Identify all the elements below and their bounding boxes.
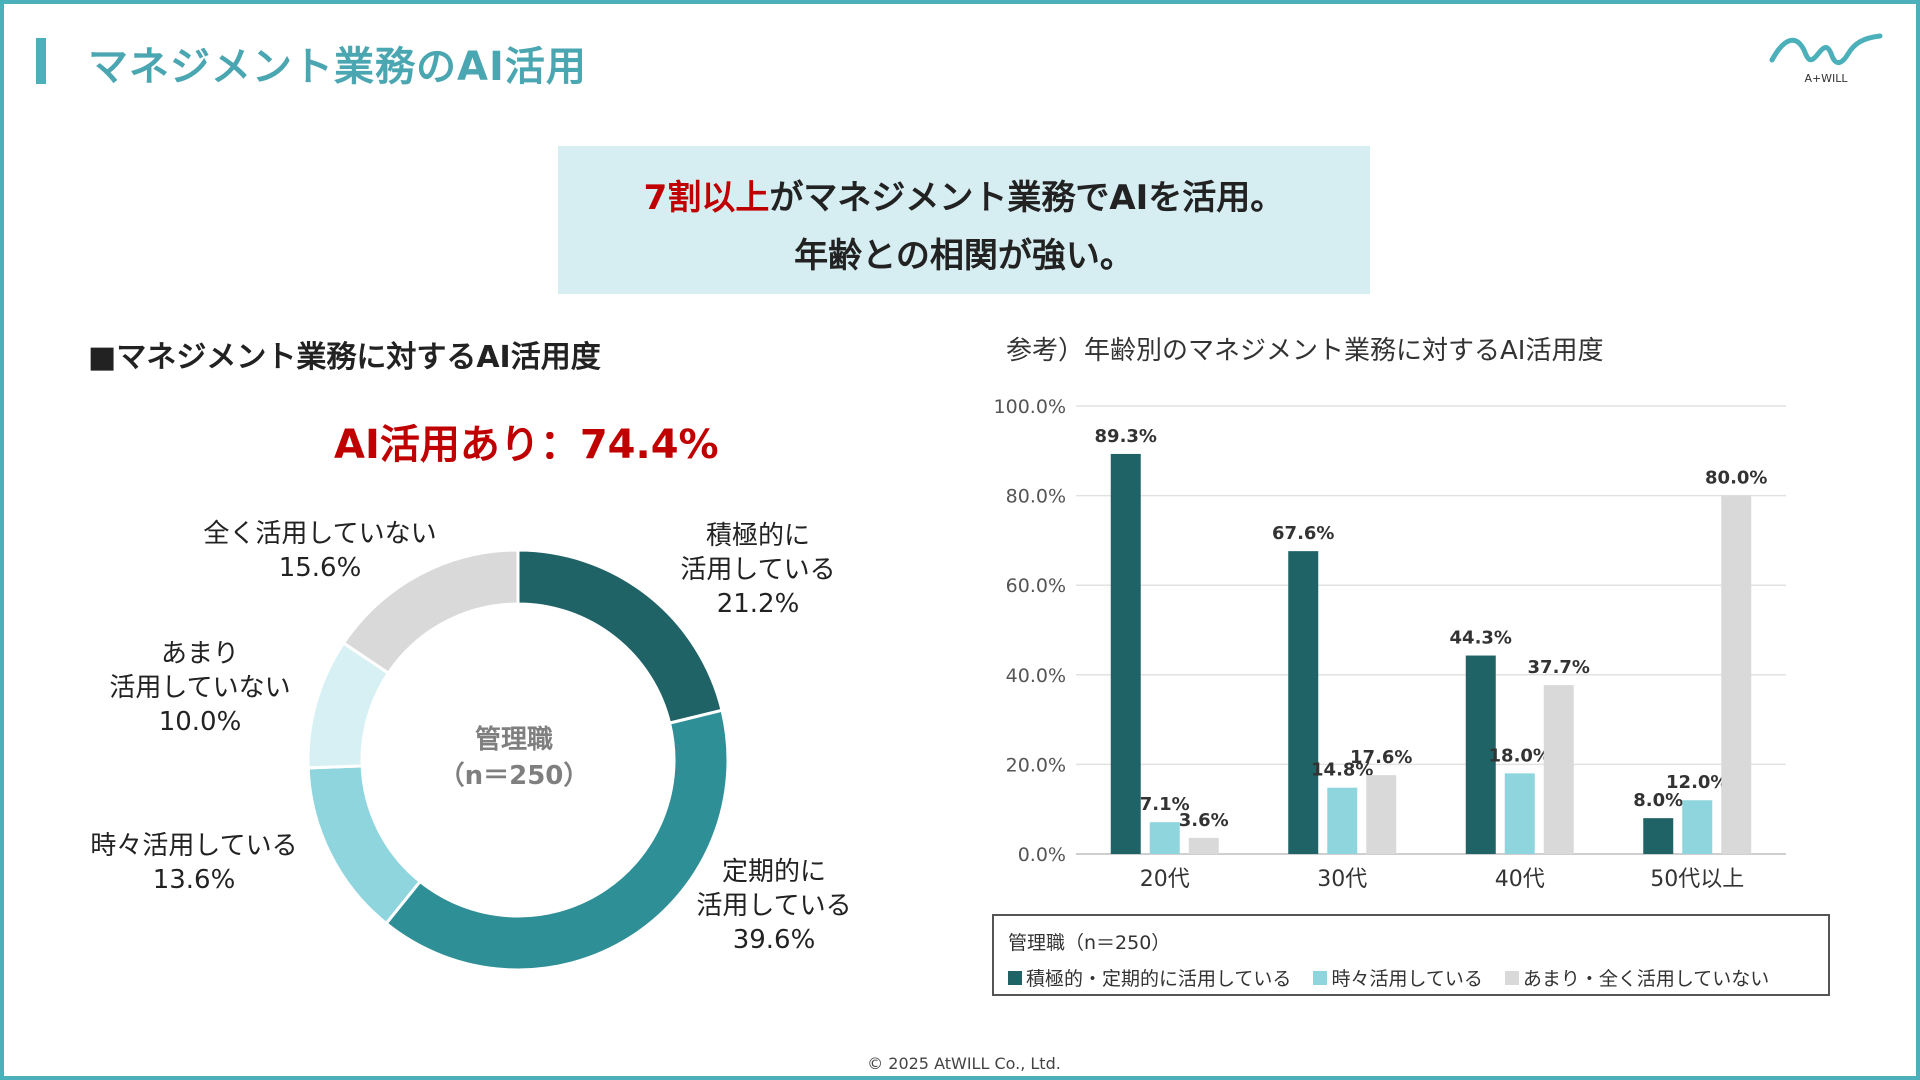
title-accent-bar (36, 38, 46, 84)
bar-value-label: 14.8% (1311, 760, 1373, 781)
y-tick-label: 60.0% (1006, 575, 1066, 597)
key-message-text: がマネジメント業務でAIを活用。 (769, 178, 1285, 218)
x-tick-label: 40代 (1495, 867, 1545, 892)
bar-value-label: 8.0% (1633, 790, 1683, 811)
key-message-box: 7割以上がマネジメント業務でAIを活用。 年齢との相関が強い。 (558, 146, 1370, 294)
legend-swatch (1504, 970, 1519, 985)
donut-category-label: 活用している (680, 555, 835, 585)
bar (1465, 655, 1496, 854)
donut-chart: 積極的に活用している21.2%定期的に活用している39.6%時々活用している13… (90, 519, 852, 972)
bar (1366, 775, 1397, 854)
donut-category-label: 時々活用している (90, 831, 297, 861)
donut-value-label: 10.0% (159, 707, 242, 737)
copyright: © 2025 AtWILL Co., Ltd. (867, 1054, 1061, 1073)
donut-slice (384, 708, 730, 972)
legend-items: 積極的・定期的に活用している 時々活用している あまり・全く活用していない (1008, 964, 1791, 991)
donut-value-label: 39.6% (733, 925, 816, 955)
donut-value-label: 13.6% (153, 865, 236, 895)
legend-swatch (1313, 970, 1328, 985)
donut-slice (341, 548, 520, 676)
key-message-highlight: 7割以上 (643, 178, 770, 218)
bar (1682, 800, 1713, 854)
x-tick-label: 20代 (1140, 867, 1190, 892)
donut-category-label: 活用している (696, 891, 851, 921)
bar-value-label: 89.3% (1095, 426, 1157, 447)
bar-value-label: 12.0% (1666, 772, 1728, 793)
bar-value-label: 3.6% (1179, 810, 1229, 831)
donut-value-label: 15.6% (279, 553, 362, 583)
donut-value-label: 21.2% (717, 589, 800, 619)
donut-category-label: 積極的に (706, 521, 810, 551)
donut-category-label: あまり (161, 639, 239, 669)
bar (1110, 453, 1141, 854)
page-title: マネジメント業務のAI活用 (88, 44, 587, 90)
donut-category-label: 定期的に (722, 857, 826, 887)
donut-section-title: ■マネジメント業務に対するAI活用度 (88, 340, 601, 375)
bar-value-label: 37.7% (1528, 657, 1590, 678)
bar-value-label: 18.0% (1489, 745, 1551, 766)
y-tick-label: 80.0% (1006, 486, 1066, 508)
bar (1543, 685, 1574, 854)
donut-center-label: 管理職 (475, 725, 553, 755)
bar (1149, 822, 1180, 854)
bar (1327, 787, 1358, 854)
key-message-line-2: 年齢との相関が強い。 (794, 236, 1134, 276)
bar-chart-legend: 管理職（n＝250） 積極的・定期的に活用している 時々活用している あまり・全く活… (992, 914, 1830, 996)
atwill-logo: A+WILL (1769, 33, 1883, 85)
legend-item: 積極的・定期的に活用している (1008, 964, 1291, 991)
y-tick-label: 0.0% (1018, 844, 1066, 866)
x-tick-label: 30代 (1317, 867, 1367, 892)
legend-label: 時々活用している (1331, 968, 1483, 990)
key-message-line-1: 7割以上がマネジメント業務でAIを活用。 (558, 170, 1370, 219)
bar (1643, 818, 1674, 854)
legend-label: あまり・全く活用していない (1522, 968, 1770, 990)
bar-section-title: 参考）年齢別のマネジメント業務に対するAI活用度 (1006, 336, 1604, 366)
logo-text: A+WILL (1804, 72, 1848, 85)
legend-item: 時々活用している (1313, 964, 1483, 991)
y-tick-label: 40.0% (1006, 665, 1066, 687)
y-tick-label: 100.0% (994, 396, 1066, 418)
bar-value-label: 7.1% (1140, 794, 1190, 815)
donut-category-label: 活用していない (109, 673, 290, 703)
legend-item: あまり・全く活用していない (1504, 964, 1770, 991)
bar-value-label: 44.3% (1450, 628, 1512, 649)
donut-category-label: 全く活用していない (203, 519, 436, 549)
bar-value-label: 67.6% (1272, 523, 1334, 544)
legend-title: 管理職（n＝250） (1008, 932, 1171, 954)
bar (1188, 837, 1219, 854)
legend-swatch (1008, 970, 1022, 985)
x-tick-label: 50代以上 (1650, 867, 1744, 892)
ai-usage-stat: AI活用あり：74.4% (334, 422, 719, 468)
donut-slice (306, 764, 423, 926)
donut-center-label: （n＝250） (439, 761, 590, 791)
bar-value-label: 80.0% (1705, 468, 1767, 489)
bar-value-label: 17.6% (1350, 747, 1412, 768)
bar (1288, 551, 1319, 854)
bar (1721, 495, 1752, 854)
bar (1504, 773, 1535, 854)
y-tick-label: 20.0% (1006, 754, 1066, 776)
legend-label: 積極的・定期的に活用している (1026, 968, 1292, 990)
